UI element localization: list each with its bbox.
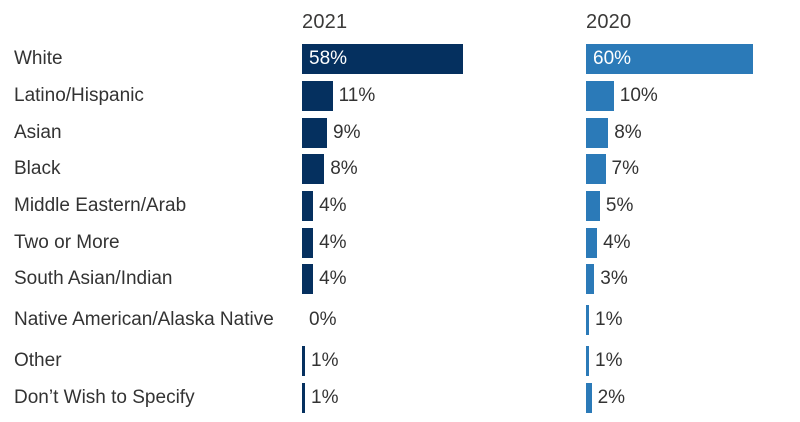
value-label-2020: 5%	[605, 195, 634, 217]
bar-track-2021: 8%	[302, 154, 586, 185]
bar-2021	[302, 227, 314, 258]
category-label: Asian	[14, 121, 62, 143]
bar-2020: 60%	[586, 44, 753, 75]
bar-track-2021: 4%	[302, 227, 586, 258]
chart-row: Middle Eastern/Arab 4% 5%	[0, 188, 800, 225]
category-label: Other	[14, 350, 62, 372]
value-label-2021: 11%	[338, 85, 376, 107]
chart-row: White 58% 60%	[0, 41, 800, 78]
bar-2020	[586, 117, 609, 148]
bar-track-2021: 11%	[302, 81, 586, 112]
bar-track-2020: 4%	[586, 227, 800, 258]
bar-track-2021: 4%	[302, 264, 586, 295]
bar-2020	[586, 81, 614, 112]
bar-2021	[302, 264, 314, 295]
category-label: Latino/Hispanic	[14, 85, 144, 107]
value-label-2021: 9%	[333, 121, 361, 143]
value-label-2021: 4%	[319, 231, 347, 253]
category-label: Two or More	[14, 231, 120, 253]
bar-track-2021: 1%	[302, 346, 586, 377]
bar-2021	[302, 382, 305, 413]
bar-2021	[302, 81, 333, 112]
bar-2021	[302, 117, 327, 148]
bar-track-2020: 2%	[586, 382, 800, 413]
bar-track-2020: 3%	[586, 264, 800, 295]
value-label-2021: 0%	[309, 309, 337, 331]
bar-track-2020: 5%	[586, 191, 800, 222]
category-label: Native American/Alaska Native	[14, 309, 274, 331]
bar-track-2020: 1%	[586, 305, 800, 336]
chart-row: Two or More 4% 4%	[0, 224, 800, 261]
bar-track-2021: 1%	[302, 382, 586, 413]
value-label-2020: 2%	[597, 386, 626, 408]
value-label-2021: 4%	[319, 268, 347, 290]
bar-2021	[302, 346, 305, 377]
series-header-2021: 2021	[302, 11, 348, 33]
category-label: Don’t Wish to Specify	[14, 386, 195, 408]
category-label: South Asian/Indian	[14, 268, 173, 290]
value-label-2020: 7%	[611, 158, 639, 180]
bar-2021	[302, 154, 325, 185]
chart-row: Other 1% 1%	[0, 343, 800, 380]
value-label-2020: 60%	[593, 48, 632, 70]
bar-2020	[586, 346, 589, 377]
value-label-2020: 10%	[619, 85, 658, 107]
bar-2021: 58%	[302, 44, 464, 75]
category-label: Middle Eastern/Arab	[14, 195, 187, 217]
value-label-2020: 4%	[603, 231, 631, 253]
series-header-2020: 2020	[586, 11, 632, 33]
bar-track-2021: 58%	[302, 44, 586, 75]
bar-2020	[586, 305, 589, 336]
chart-row: Native American/Alaska Native 0% 1%	[0, 298, 800, 343]
chart-row: South Asian/Indian 4% 3%	[0, 261, 800, 298]
bar-2021	[302, 191, 314, 222]
bar-track-2021: 9%	[302, 117, 586, 148]
value-label-2021: 4%	[319, 195, 347, 217]
value-label-2021: 1%	[311, 350, 339, 372]
bar-track-2020: 1%	[586, 346, 800, 377]
bar-2020	[586, 227, 598, 258]
bar-track-2021: 0%	[302, 305, 586, 335]
bar-2020	[586, 154, 606, 185]
bar-track-2020: 10%	[586, 81, 800, 112]
chart-row: Asian 9% 8%	[0, 114, 800, 151]
chart-row: Don’t Wish to Specify 1% 2%	[0, 380, 800, 417]
bar-2020	[586, 264, 595, 295]
category-label: White	[14, 48, 63, 70]
value-label-2021: 1%	[311, 386, 339, 408]
bar-track-2020: 7%	[586, 154, 800, 185]
bar-track-2020: 8%	[586, 117, 800, 148]
category-label: Black	[14, 158, 61, 180]
chart-row: Black 8% 7%	[0, 151, 800, 188]
value-label-2020: 1%	[595, 309, 623, 331]
bar-track-2020: 60%	[586, 44, 800, 75]
bar-2020	[586, 191, 600, 222]
value-label-2020: 8%	[614, 121, 642, 143]
chart-rows: White 58% 60% Latino/Hispanic 11%	[0, 41, 800, 416]
value-label-2021: 8%	[330, 158, 358, 180]
bar-2020	[586, 382, 592, 413]
value-label-2020: 3%	[600, 268, 628, 290]
chart-header-row: 2021 2020	[0, 10, 800, 41]
value-label-2021: 58%	[309, 48, 348, 70]
bar-track-2021: 4%	[302, 191, 586, 222]
value-label-2020: 1%	[595, 350, 623, 372]
chart-row: Latino/Hispanic 11% 10%	[0, 78, 800, 115]
